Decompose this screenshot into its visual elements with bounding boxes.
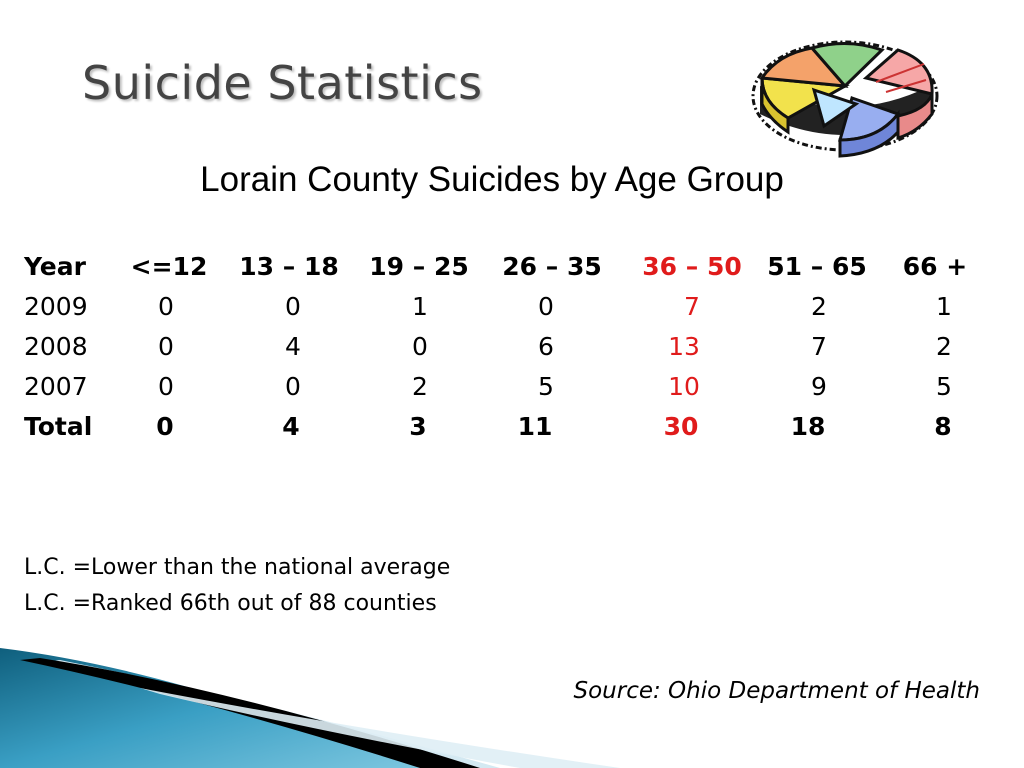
table-cell: 5 — [538, 372, 554, 401]
table-cell: 0 — [412, 332, 428, 361]
table-cell: 0 — [538, 292, 554, 321]
table-total-row: Total 0 4 3 11 30 18 8 — [0, 412, 1024, 452]
table-cell: 4 — [282, 412, 300, 441]
column-header: 66 + — [902, 252, 968, 281]
footnote: L.C. =Ranked 66th out of 88 counties — [24, 591, 437, 616]
table-cell: 30 — [663, 412, 699, 441]
table-cell: 7 — [811, 332, 827, 361]
row-label: 2007 — [24, 372, 88, 401]
table-cell: 2 — [936, 332, 952, 361]
table-cell: 1 — [412, 292, 428, 321]
row-label: 2009 — [24, 292, 88, 321]
table-cell: 1 — [936, 292, 952, 321]
table-cell: 3 — [409, 412, 427, 441]
table-row: 2007 0 0 2 5 10 9 5 — [0, 372, 1024, 412]
table-row: 2009 0 0 1 0 7 2 1 — [0, 292, 1024, 332]
column-header: 36 – 50 — [642, 252, 742, 281]
source-citation: Source: Ohio Department of Health — [573, 678, 980, 704]
row-label: 2008 — [24, 332, 88, 361]
decorative-swoosh — [0, 648, 620, 768]
table-cell: 0 — [158, 292, 174, 321]
table-cell: 0 — [158, 372, 174, 401]
table-cell: 6 — [538, 332, 554, 361]
table-cell: 18 — [790, 412, 826, 441]
footnote: L.C. =Lower than the national average — [24, 555, 451, 580]
pie-chart-icon — [751, 40, 939, 158]
statistics-table: Year <=12 13 – 18 19 – 25 26 – 35 36 – 5… — [0, 246, 1024, 446]
table-cell: 0 — [156, 412, 174, 441]
column-header: 19 – 25 — [369, 252, 469, 281]
table-cell: 5 — [936, 372, 952, 401]
column-header: 26 – 35 — [502, 252, 602, 281]
table-cell: 2 — [811, 292, 827, 321]
column-header: 51 – 65 — [767, 252, 867, 281]
slide-title: Suicide Statistics — [82, 56, 483, 110]
column-header: 13 – 18 — [239, 252, 339, 281]
table-cell: 10 — [668, 372, 700, 401]
table-cell: 13 — [668, 332, 700, 361]
table-cell: 2 — [412, 372, 428, 401]
table-cell: 0 — [285, 292, 301, 321]
table-cell: 4 — [285, 332, 301, 361]
table-cell: 11 — [517, 412, 553, 441]
table-cell: 9 — [811, 372, 827, 401]
table-cell: 8 — [934, 412, 952, 441]
table-cell: 0 — [285, 372, 301, 401]
column-header: Year — [24, 252, 86, 281]
table-cell: 7 — [684, 292, 700, 321]
row-label: Total — [24, 412, 93, 441]
table-caption: Lorain County Suicides by Age Group — [200, 160, 784, 199]
column-header: <=12 — [130, 252, 208, 281]
table-row: 2008 0 4 0 6 13 7 2 — [0, 332, 1024, 372]
table-cell: 0 — [158, 332, 174, 361]
table-header-row: Year <=12 13 – 18 19 – 25 26 – 35 36 – 5… — [0, 252, 1024, 292]
